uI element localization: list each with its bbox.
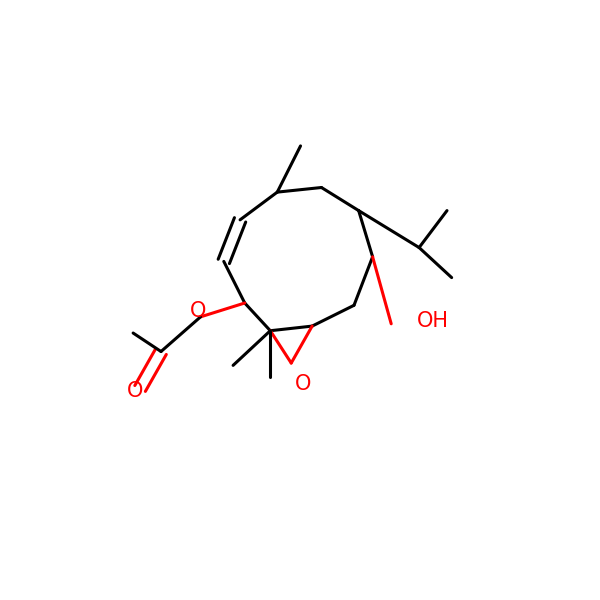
Text: OH: OH xyxy=(417,311,449,331)
Text: O: O xyxy=(127,381,143,401)
Text: O: O xyxy=(295,374,311,394)
Text: O: O xyxy=(190,301,206,322)
